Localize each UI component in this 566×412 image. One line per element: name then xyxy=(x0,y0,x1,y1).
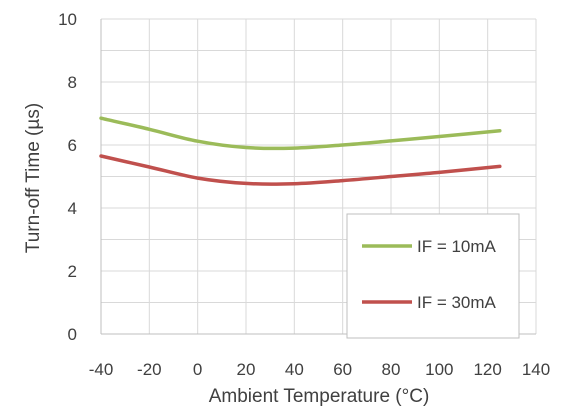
y-tick-label: 10 xyxy=(58,10,77,29)
x-tick-label: 60 xyxy=(333,360,352,379)
x-tick-label: 140 xyxy=(522,360,550,379)
y-tick-label: 0 xyxy=(68,325,77,344)
series-line-if-30ma xyxy=(99,154,502,186)
tick-labels: -40 -20 0 20 40 60 80 100 120 140 0 2 4 6 8 10 xyxy=(58,10,550,379)
x-tick-label: 40 xyxy=(285,360,304,379)
y-tick-label: 4 xyxy=(68,199,77,218)
y-tick-label: 8 xyxy=(68,73,77,92)
x-tick-label: 0 xyxy=(193,360,202,379)
legend-label-if-30ma: IF = 30mA xyxy=(417,293,497,312)
y-axis-title: Turn-off Time (µs) xyxy=(23,103,44,253)
x-tick-label: 100 xyxy=(425,360,453,379)
plot-area xyxy=(99,116,502,186)
y-tick-label: 2 xyxy=(68,262,77,281)
grid xyxy=(101,18,537,334)
x-tick-label: -40 xyxy=(89,360,114,379)
series-line-if-10ma xyxy=(99,116,502,151)
y-tick-label: 6 xyxy=(68,136,77,155)
legend-label-if-10ma: IF = 10mA xyxy=(417,237,497,256)
x-tick-label: 20 xyxy=(237,360,256,379)
x-tick-label: -20 xyxy=(137,360,162,379)
x-axis-title: Ambient Temperature (°C) xyxy=(209,386,430,407)
x-tick-label: 120 xyxy=(473,360,501,379)
legend: IF = 10mA IF = 30mA xyxy=(346,213,520,339)
x-tick-label: 80 xyxy=(382,360,401,379)
legend-box xyxy=(346,213,520,339)
